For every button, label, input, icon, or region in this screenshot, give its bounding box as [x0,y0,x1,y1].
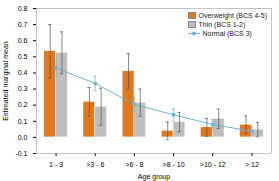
svg-text:0.0: 0.0 [18,134,28,141]
svg-text:Age group: Age group [138,173,170,181]
svg-text:>10 - 12: >10 - 12 [200,161,226,168]
svg-text:>8 - 10: >8 - 10 [163,161,185,168]
svg-text:0.2: 0.2 [18,101,28,108]
html-text:Thin (BCS 1-2): Thin (BCS 1-2) [198,21,246,28]
svg-text:1 - 3: 1 - 3 [49,161,63,168]
svg-text:0.3: 0.3 [18,85,28,92]
svg-text:0.6: 0.6 [18,37,28,44]
html-text:Normal (BCS 3): Normal (BCS 3) [202,30,252,37]
svg-text:>6 - 8: >6 - 8 [125,161,143,168]
svg-text:0.5: 0.5 [18,53,28,60]
svg-text:> 12: > 12 [245,161,259,168]
svg-text:0.1: 0.1 [18,118,28,125]
html-text:Overweight (BCS 4-5): Overweight (BCS 4-5) [198,12,267,19]
svg-text:Estimated marginal mean: Estimated marginal mean [2,41,10,120]
svg-text:-0.1: -0.1 [15,150,27,157]
svg-text:>3 - 6: >3 - 6 [86,161,104,168]
svg-text:0.8: 0.8 [18,5,28,12]
svg-text:0.7: 0.7 [18,21,28,28]
svg-text:0.4: 0.4 [18,69,28,76]
